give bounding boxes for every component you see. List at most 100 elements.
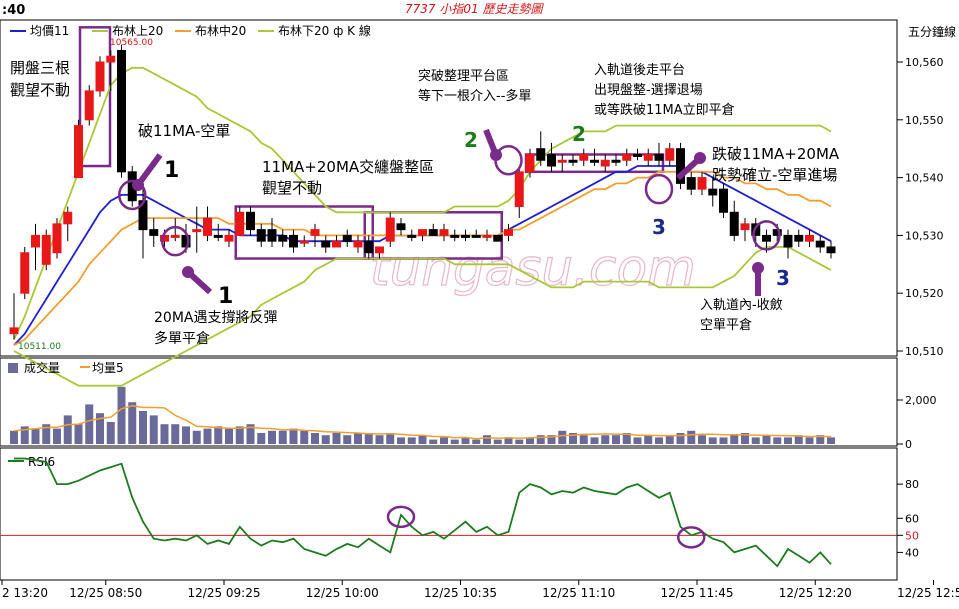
indicator-line — [13, 246, 832, 387]
candle-body — [471, 234, 481, 238]
indicator-line — [13, 66, 832, 340]
candle-body — [729, 211, 739, 236]
volume-bar — [289, 428, 298, 444]
candle-body — [84, 90, 94, 121]
candle-body — [170, 234, 180, 238]
candle-body — [708, 188, 718, 196]
volume-bar — [590, 437, 599, 444]
consolidation-box — [78, 26, 112, 168]
volume-bar — [708, 437, 717, 444]
candle-body — [310, 229, 320, 236]
volume-bar — [268, 430, 276, 444]
volume-bar — [612, 435, 620, 444]
rsi-line — [14, 457, 832, 568]
annotation-text: 2 — [572, 122, 586, 146]
arrow-head — [490, 149, 502, 161]
volume-bar — [278, 430, 287, 444]
volume-bar — [794, 435, 803, 444]
volume-bar — [622, 433, 631, 444]
volume-tick-label: 0 — [905, 438, 912, 451]
candle-body — [428, 229, 438, 236]
volume-bar — [63, 415, 72, 444]
time-tick-label: 12/25 12:55 — [897, 586, 959, 600]
annotation-text: 跌破11MA+20MA — [712, 145, 840, 163]
annotation-arrows — [132, 128, 764, 296]
time-tick-label: 12/25 08:50 — [69, 586, 142, 600]
volume-bar — [311, 433, 319, 444]
volume-bar — [42, 424, 51, 444]
annotation-text: 3 — [652, 215, 666, 239]
candle-body — [52, 223, 62, 254]
candle-body — [267, 229, 277, 242]
legend-label: 布林中20 — [195, 23, 246, 38]
volume-bar — [784, 437, 792, 444]
volume-bar — [321, 435, 330, 444]
volume-bar — [762, 435, 771, 444]
candle-body — [439, 229, 449, 236]
volume-bar — [364, 433, 373, 444]
legend-label: 布林上20 — [112, 24, 163, 38]
annotation-text: 1 — [164, 158, 179, 183]
volume-bar — [483, 435, 491, 444]
time-tick-label: 12/25 11:45 — [661, 586, 734, 600]
candle-body — [719, 188, 728, 213]
candle-body — [557, 159, 567, 163]
annotation-text: 觀望不動 — [10, 81, 70, 99]
candle-body — [815, 240, 825, 248]
volume-bars — [10, 386, 835, 444]
candle-body — [600, 159, 610, 167]
volume-bar — [20, 426, 29, 444]
volume-bar — [407, 437, 416, 444]
candle-body — [364, 240, 374, 254]
volume-bar — [74, 424, 83, 444]
candle-body — [482, 234, 492, 238]
annotation-text: 入軌道內-收斂 — [700, 297, 783, 313]
candle-body — [385, 217, 395, 242]
candle-body — [622, 153, 632, 161]
volume-label: 成交量 — [24, 360, 60, 375]
volume-bar — [192, 430, 201, 444]
event-circle — [644, 173, 674, 205]
rsi-tick-label: 40 — [905, 546, 919, 559]
time-axis: 2 13:20 12/25 08:50 12/25 09:25 12/25 10:00… — [1, 580, 959, 600]
candle-body — [643, 153, 653, 161]
volume-bar — [397, 437, 405, 444]
rsi-panel-frame — [0, 447, 898, 581]
annotation-text: 出現盤整-選擇退場 — [594, 82, 703, 98]
volume-bar — [117, 386, 126, 444]
volume-bar — [601, 435, 610, 444]
candle-body — [289, 234, 298, 248]
annotation-text: 觀望不動 — [262, 179, 322, 197]
candle-body — [63, 211, 73, 225]
candle-body — [633, 153, 642, 157]
candle-body — [213, 234, 223, 238]
price-tick-label: 10,550 — [905, 114, 944, 127]
volume-bar — [332, 433, 341, 444]
volume-bar — [128, 402, 137, 444]
event-circle — [161, 225, 190, 257]
price-tick-label: 10,510 — [905, 345, 944, 358]
candle-body — [418, 229, 427, 236]
volume-bar — [526, 437, 534, 444]
legend-label: 均價11 — [30, 24, 69, 38]
volume-bar — [440, 437, 448, 444]
watermark-text: tungasu.com — [370, 239, 696, 297]
arrow-head — [182, 266, 194, 278]
candle-body — [654, 153, 664, 161]
arrow-head — [132, 179, 144, 191]
annotation-text: 2 — [464, 128, 478, 152]
volume-bar — [106, 422, 115, 444]
rsi-tick-label: 80 — [905, 478, 919, 491]
candle-body — [41, 234, 51, 265]
volume-bar — [149, 415, 158, 444]
volume-bar — [343, 435, 352, 444]
volume-bar — [687, 430, 696, 444]
rsi-axis: 80 60 50 40 — [0, 478, 919, 559]
annotation-text: 突破整理平台區 — [418, 68, 509, 84]
candle-body — [762, 234, 771, 242]
candle-body — [805, 234, 814, 242]
time-prefix: :40 — [2, 3, 25, 18]
candle-body — [20, 252, 30, 294]
price-tick-label: 10,560 — [905, 56, 944, 69]
rsi-tick-label: 60 — [905, 512, 919, 525]
